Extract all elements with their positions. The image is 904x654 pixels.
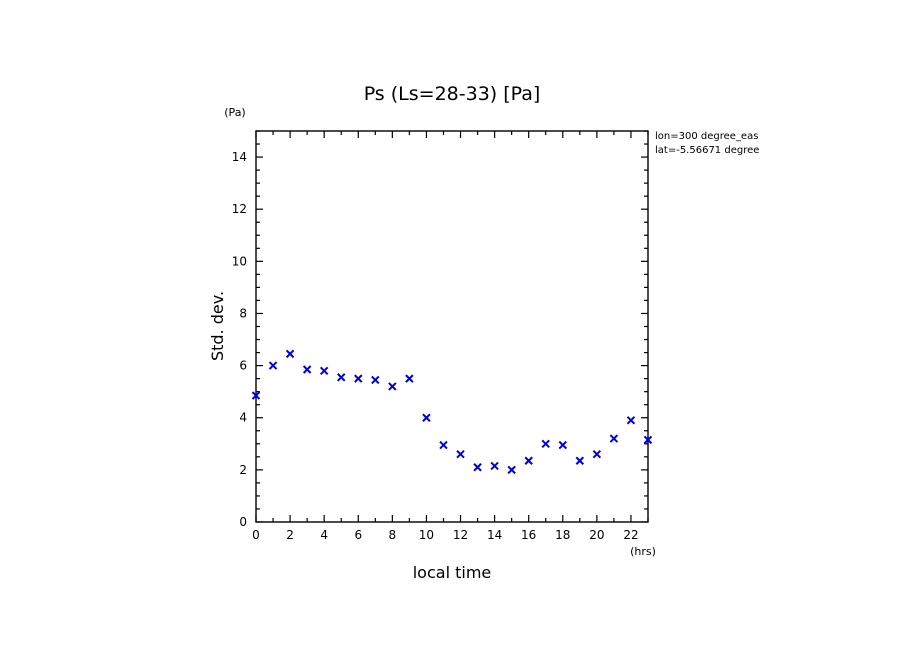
data-point	[575, 456, 585, 465]
data-point	[302, 365, 312, 374]
data-point	[626, 416, 636, 425]
x-tick-label: 6	[354, 528, 362, 542]
data-points	[251, 349, 653, 475]
annotation-lon: lon=300 degree_eas	[655, 131, 758, 142]
data-point	[541, 439, 550, 449]
data-point	[439, 440, 448, 450]
data-point	[354, 374, 363, 383]
data-point	[456, 450, 465, 459]
data-point	[592, 450, 602, 459]
x-tick-label: 10	[419, 528, 434, 542]
x-tick-label: 22	[623, 528, 638, 542]
x-tick-label: 4	[320, 528, 328, 542]
x-tick-label: 18	[555, 528, 570, 542]
y-tick-label: 8	[239, 306, 247, 320]
x-tick-label: 0	[252, 528, 260, 542]
x-axis-label: local time	[413, 563, 492, 582]
tick-labels: 0 2 4 6 8 10 12 14 16 18 20 22 0 2 4 6 8 10 12 14	[232, 150, 639, 542]
data-point	[609, 434, 619, 443]
y-tick-label: 12	[232, 202, 247, 216]
y-tick-label: 6	[239, 359, 247, 373]
chart-title: Ps (Ls=28-33) [Pa]	[364, 83, 541, 105]
data-point	[524, 456, 533, 465]
data-point	[558, 440, 567, 450]
data-point	[507, 465, 516, 475]
data-point	[643, 435, 653, 445]
data-point	[251, 391, 261, 400]
y-unit-label: (Pa)	[224, 106, 245, 119]
x-tick-label: 14	[487, 528, 502, 542]
y-tick-label: 4	[239, 411, 247, 425]
data-point	[319, 366, 329, 376]
y-axis-label: Std. dev.	[208, 291, 227, 361]
y-tick-label: 2	[239, 463, 247, 477]
x-tick-label: 2	[286, 528, 294, 542]
plot-frame	[255, 130, 649, 523]
x-tick-label: 8	[389, 528, 397, 542]
x-unit-label: (hrs)	[630, 545, 656, 558]
data-point	[422, 413, 431, 422]
axis-ticks	[255, 130, 649, 523]
data-point	[371, 375, 380, 385]
data-point	[337, 373, 346, 382]
data-point	[473, 463, 482, 472]
data-point	[405, 374, 414, 383]
y-tick-label: 14	[232, 150, 247, 164]
x-tick-label: 20	[589, 528, 604, 542]
annotation-lat: lat=-5.56671 degree	[655, 145, 759, 156]
x-tick-label: 16	[521, 528, 536, 542]
data-point	[388, 382, 397, 391]
data-point	[490, 461, 499, 471]
y-tick-label: 0	[239, 515, 247, 529]
data-point	[268, 361, 278, 370]
x-tick-label: 12	[453, 528, 468, 542]
y-tick-label: 10	[232, 254, 247, 268]
data-point	[285, 349, 295, 359]
